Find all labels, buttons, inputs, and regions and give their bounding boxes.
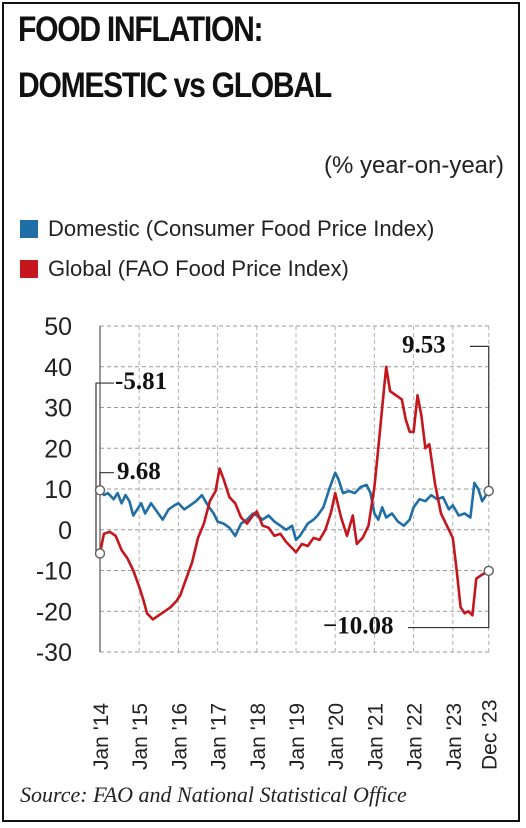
annotation-label-domestic-end: 9.53: [402, 331, 446, 358]
x-tick-label: Jan '14: [90, 703, 113, 770]
y-tick-label: 10: [44, 476, 72, 504]
annotation-label-domestic-start: 9.68: [117, 458, 161, 485]
legend-label-domestic: Domestic (Consumer Food Price Index): [48, 216, 435, 241]
annotation-leader-global-end: [408, 570, 490, 629]
marker-global-start: [94, 548, 106, 559]
x-tick-label: Jan '22: [404, 703, 427, 770]
x-tick-label: Jan '18: [247, 703, 270, 770]
x-tick-label: Jan '21: [364, 703, 387, 770]
marker-global-end: [483, 565, 494, 577]
legend-label-global: Global (FAO Food Price Index): [48, 256, 349, 281]
y-tick-label: -10: [36, 558, 72, 586]
y-tick-label: 20: [44, 435, 72, 463]
y-tick-label: -30: [36, 639, 72, 667]
legend-item-domestic: Domestic (Consumer Food Price Index): [20, 216, 434, 242]
marker-domestic-start: [94, 485, 106, 496]
x-tick-label: Jan '17: [208, 703, 231, 770]
y-tick-label: 30: [44, 395, 72, 423]
annotation-leader-global-start: [95, 382, 114, 555]
annotation-label-global-start: -5.81: [115, 368, 167, 395]
source-note: Source: FAO and National Statistical Off…: [20, 782, 407, 807]
x-tick-label: Jan '23: [443, 703, 466, 770]
y-tick-label: -20: [36, 598, 72, 626]
x-tick-label: Dec '23: [479, 699, 502, 770]
y-tick-label: 50: [44, 313, 72, 341]
x-tick-label: Jan '20: [325, 703, 348, 770]
x-tick-label: Jan '16: [168, 703, 191, 770]
y-tick-label: 0: [58, 517, 72, 545]
y-tick-label: 40: [44, 354, 72, 382]
legend-item-global: Global (FAO Food Price Index): [20, 256, 349, 282]
series-line-global: [98, 365, 490, 621]
legend-swatch-global: [20, 260, 38, 278]
chart-title-line2: DOMESTIC vs GLOBAL: [18, 66, 332, 105]
unit-label: (% year-on-year): [323, 152, 504, 179]
x-tick-label: Jan '19: [286, 703, 309, 770]
chart-frame: [2, 2, 520, 822]
annotation-leader-domestic-start: [99, 472, 114, 491]
marker-domestic-end: [483, 485, 494, 497]
annotation-label-global-end: −10.08: [323, 613, 394, 640]
series-line-domestic: [98, 471, 490, 542]
legend-swatch-domestic: [20, 220, 38, 238]
x-tick-label: Jan '15: [129, 703, 152, 770]
annotation-leader-domestic-end: [470, 345, 490, 491]
line-chart: 50 40 30 20 10 0 -10 -20 -30 Jan '14 Jan '15 Jan '1…: [36, 313, 502, 770]
chart-title-line1: FOOD INFLATION:: [18, 10, 264, 49]
